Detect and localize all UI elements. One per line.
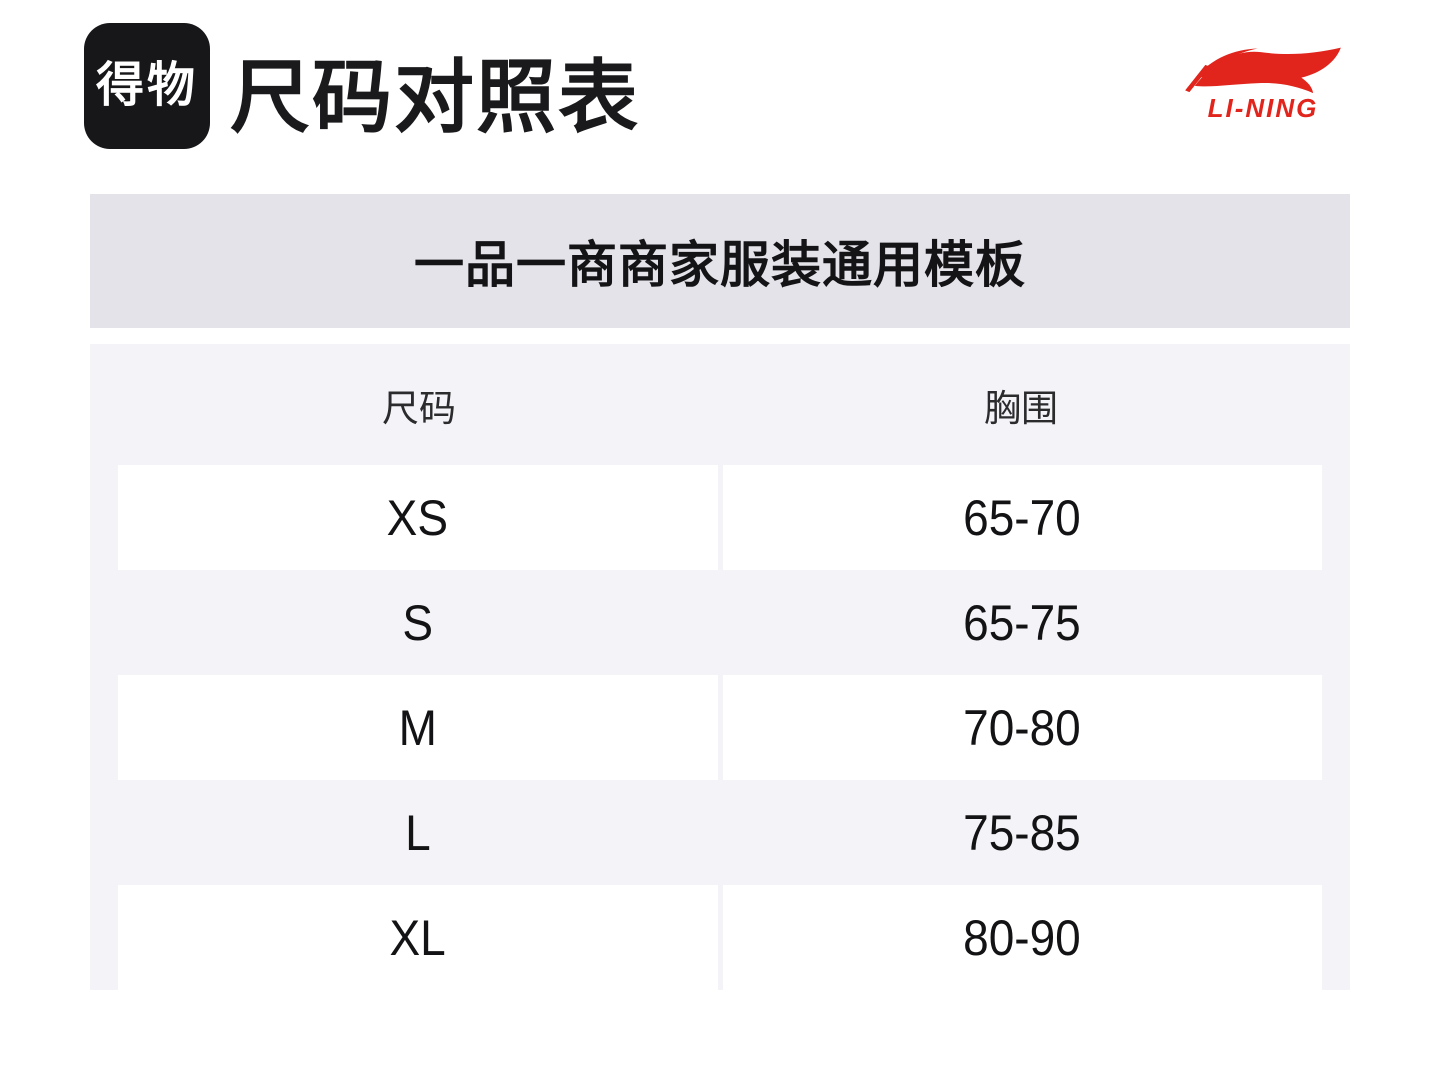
table-row: L 75-85 [90, 780, 1350, 885]
lining-wordmark: LI-NING [1207, 93, 1319, 123]
table-row: XL 80-90 [90, 885, 1350, 990]
size-value: XL [389, 909, 446, 966]
chest-value: 80-90 [963, 909, 1082, 966]
template-banner: 一品一商商家服装通用模板 [90, 194, 1350, 328]
lining-brand-logo: LI-NING [1183, 44, 1343, 121]
chest-cell: 80-90 [722, 885, 1322, 990]
size-cell: M [118, 675, 718, 780]
template-banner-text: 一品一商商家服装通用模板 [414, 237, 1026, 293]
table-row: M 70-80 [90, 675, 1350, 780]
column-header-size: 尺码 [382, 387, 456, 429]
chest-value: 65-70 [963, 489, 1082, 546]
dewu-app-logo: 得物 [84, 23, 210, 149]
size-value: M [398, 699, 437, 756]
table-row: XS 65-70 [90, 465, 1350, 570]
lining-swoosh-icon [1185, 47, 1341, 94]
chest-cell: 75-85 [723, 780, 1323, 885]
size-cell: L [118, 780, 718, 885]
page-title: 尺码对照表 [230, 53, 640, 142]
size-value: L [404, 804, 431, 861]
table-row: S 65-75 [90, 570, 1350, 675]
size-value: XS [387, 489, 449, 546]
size-value: S [402, 594, 434, 651]
chest-value: 70-80 [963, 699, 1082, 756]
size-table-card: 尺码 胸围 XS 65-70 S 65-75 M 70-80 [90, 344, 1350, 990]
chest-cell: 70-80 [722, 675, 1322, 780]
chest-cell: 65-75 [723, 570, 1323, 675]
chest-value: 65-75 [963, 594, 1082, 651]
column-header-chest: 胸围 [984, 387, 1058, 429]
chest-value: 75-85 [963, 804, 1082, 861]
size-cell: XL [118, 885, 718, 990]
size-cell: XS [118, 465, 718, 570]
dewu-logo-text: 得物 [95, 59, 198, 112]
size-table-header: 尺码 胸围 [90, 344, 1350, 465]
chest-cell: 65-70 [722, 465, 1322, 570]
size-cell: S [118, 570, 718, 675]
